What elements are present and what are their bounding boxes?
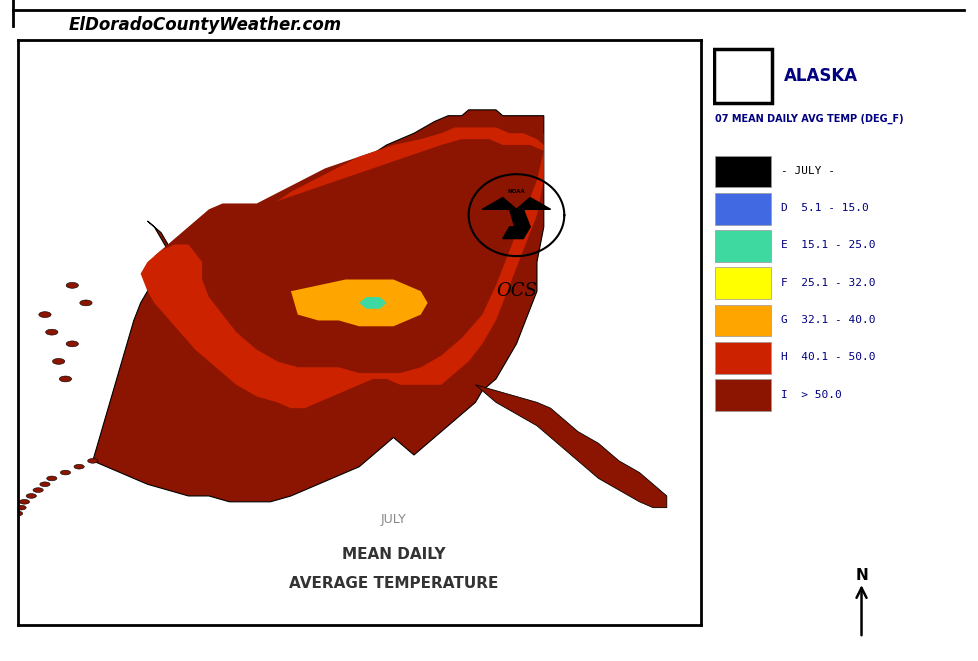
Text: ALASKA: ALASKA <box>782 67 857 85</box>
FancyBboxPatch shape <box>715 268 770 299</box>
Text: I  > 50.0: I > 50.0 <box>780 390 841 400</box>
Text: OCS: OCS <box>496 282 536 300</box>
Ellipse shape <box>26 494 36 498</box>
Ellipse shape <box>88 459 98 463</box>
Ellipse shape <box>67 341 78 347</box>
FancyBboxPatch shape <box>715 379 770 411</box>
Ellipse shape <box>46 329 58 335</box>
Text: - JULY -: - JULY - <box>780 166 834 176</box>
Polygon shape <box>290 280 427 327</box>
Polygon shape <box>155 122 543 391</box>
Ellipse shape <box>33 488 43 492</box>
Text: G  32.1 - 40.0: G 32.1 - 40.0 <box>780 315 874 325</box>
Polygon shape <box>201 139 543 373</box>
Text: NOAA: NOAA <box>508 189 525 194</box>
Text: N: N <box>854 568 867 583</box>
Ellipse shape <box>60 376 71 382</box>
Ellipse shape <box>80 300 92 306</box>
Ellipse shape <box>53 358 65 364</box>
Polygon shape <box>475 385 666 508</box>
Polygon shape <box>318 292 407 315</box>
Polygon shape <box>93 110 543 502</box>
Ellipse shape <box>16 505 26 510</box>
Polygon shape <box>141 128 543 408</box>
FancyBboxPatch shape <box>715 305 770 336</box>
FancyBboxPatch shape <box>715 230 770 262</box>
Ellipse shape <box>74 465 84 469</box>
Ellipse shape <box>40 482 50 486</box>
Text: JULY: JULY <box>380 513 406 526</box>
Polygon shape <box>482 198 550 210</box>
FancyBboxPatch shape <box>715 155 770 187</box>
FancyBboxPatch shape <box>715 193 770 225</box>
Polygon shape <box>359 297 386 309</box>
FancyBboxPatch shape <box>713 49 772 102</box>
Ellipse shape <box>47 476 57 481</box>
Text: H  40.1 - 50.0: H 40.1 - 50.0 <box>780 352 874 362</box>
Polygon shape <box>510 210 530 233</box>
Polygon shape <box>503 227 530 239</box>
Ellipse shape <box>20 500 29 504</box>
Text: D  5.1 - 15.0: D 5.1 - 15.0 <box>780 203 867 213</box>
Text: 07 MEAN DAILY AVG TEMP (DEG_F): 07 MEAN DAILY AVG TEMP (DEG_F) <box>715 113 903 124</box>
FancyBboxPatch shape <box>715 342 770 373</box>
Ellipse shape <box>13 511 22 516</box>
Text: F  25.1 - 32.0: F 25.1 - 32.0 <box>780 278 874 288</box>
Ellipse shape <box>39 312 51 317</box>
Text: AVERAGE TEMPERATURE: AVERAGE TEMPERATURE <box>289 576 498 591</box>
Text: ElDoradoCountyWeather.com: ElDoradoCountyWeather.com <box>68 17 341 34</box>
Text: E  15.1 - 25.0: E 15.1 - 25.0 <box>780 241 874 251</box>
Polygon shape <box>222 274 462 332</box>
Text: MEAN DAILY: MEAN DAILY <box>341 547 445 562</box>
Ellipse shape <box>67 282 78 288</box>
Ellipse shape <box>61 470 70 475</box>
